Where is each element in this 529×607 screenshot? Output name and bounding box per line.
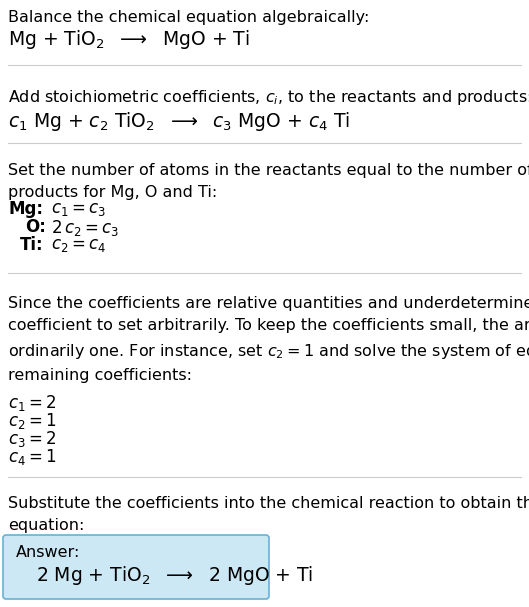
- Text: Add stoichiometric coefficients, $c_i$, to the reactants and products:: Add stoichiometric coefficients, $c_i$, …: [8, 88, 529, 107]
- Text: O:: O:: [25, 218, 46, 236]
- Text: $c_1 = c_3$: $c_1 = c_3$: [51, 200, 106, 218]
- Text: $c_2 = c_4$: $c_2 = c_4$: [51, 236, 106, 254]
- Text: Mg:: Mg:: [8, 200, 43, 218]
- Text: $2\,c_2 = c_3$: $2\,c_2 = c_3$: [51, 218, 120, 238]
- FancyBboxPatch shape: [3, 535, 269, 599]
- Text: Substitute the coefficients into the chemical reaction to obtain the balanced
eq: Substitute the coefficients into the che…: [8, 496, 529, 533]
- Text: Set the number of atoms in the reactants equal to the number of atoms in the
pro: Set the number of atoms in the reactants…: [8, 163, 529, 200]
- Text: Ti:: Ti:: [20, 236, 43, 254]
- Text: $c_4 = 1$: $c_4 = 1$: [8, 447, 57, 467]
- Text: $c_1 = 2$: $c_1 = 2$: [8, 393, 57, 413]
- Text: $c_3 = 2$: $c_3 = 2$: [8, 429, 57, 449]
- Text: Mg + TiO$_2$  $\longrightarrow$  MgO + Ti: Mg + TiO$_2$ $\longrightarrow$ MgO + Ti: [8, 28, 250, 51]
- Text: 2 Mg + TiO$_2$  $\longrightarrow$  2 MgO + Ti: 2 Mg + TiO$_2$ $\longrightarrow$ 2 MgO +…: [36, 564, 313, 587]
- Text: Answer:: Answer:: [16, 545, 80, 560]
- Text: $c_2 = 1$: $c_2 = 1$: [8, 411, 57, 431]
- Text: $c_1$ Mg + $c_2$ TiO$_2$  $\longrightarrow$  $c_3$ MgO + $c_4$ Ti: $c_1$ Mg + $c_2$ TiO$_2$ $\longrightarro…: [8, 110, 350, 133]
- Text: Balance the chemical equation algebraically:: Balance the chemical equation algebraica…: [8, 10, 369, 25]
- Text: Since the coefficients are relative quantities and underdetermined, choose a
coe: Since the coefficients are relative quan…: [8, 296, 529, 383]
